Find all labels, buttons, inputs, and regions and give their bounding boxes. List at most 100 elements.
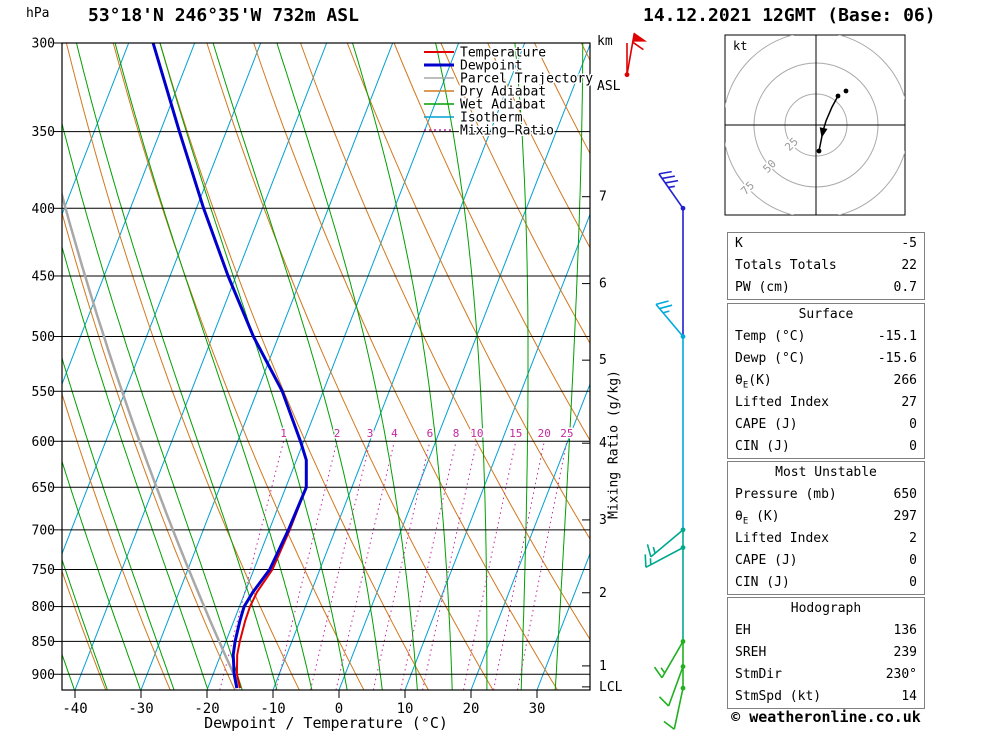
table-row: CIN (J) 0 [728,572,924,594]
row-label: Lifted Index [735,531,829,546]
plot-border [61,42,591,691]
mixing-ratio-line [372,441,431,690]
row-label: StmSpd (kt) [735,689,822,704]
temp-tick-label: 10 [397,701,414,717]
dry-adiabat-line [487,43,590,249]
table-row: SREH 239 [728,642,924,664]
pressure-tick-label: 400 [32,202,55,217]
km-tick-label: 1 [599,659,607,674]
wet-adiabat-line [62,459,142,690]
table-row: EH 136 [728,620,924,642]
isotherm-line [470,382,590,690]
pressure-tick-label: 550 [32,385,55,400]
hodograph-point [843,88,849,94]
table-row: Lifted Index 27 [728,392,924,414]
table-row: Dewp (°C) -15.6 [728,348,924,370]
temp-tick-label: 20 [463,701,480,717]
hodograph-point [835,93,841,99]
dry-adiabat-line [440,43,590,345]
pressure-tick-label: 700 [32,523,55,538]
pressure-tick-label: 750 [32,563,55,578]
isotherm-line [536,552,590,690]
wind-staff [661,641,684,679]
dry-adiabat-line [62,569,107,690]
row-value: 0 [909,417,917,432]
row-label: CAPE (J) [735,553,798,568]
temp-tick-label: -20 [194,701,219,717]
wet-adiabat-line [62,245,209,690]
wind-barb-half [652,546,656,554]
wind-pennant [632,32,648,42]
row-value: 297 [893,509,917,524]
chart-datetime: 14.12.2021 12GMT (Base: 06) [643,5,936,26]
wind-barbs [624,32,686,730]
table-row: K -5 [728,233,924,255]
dewpoint-curve [151,43,308,689]
table-row: StmDir 230° [728,664,924,686]
row-value: 22 [901,258,917,273]
lcl-label: LCL [599,680,623,695]
mixing-ratio-line [463,441,517,690]
isotherm-line [272,43,526,690]
mixing-ratio-label: 3 [367,427,374,440]
wind-barb-full [665,179,679,184]
row-value: 650 [893,487,917,502]
dry-adiabat-line [253,43,558,690]
wind-barb-full [663,720,675,730]
wind-barb-full [658,696,670,707]
dry-adiabat-line [62,392,171,690]
mixing-ratio-line [517,441,568,690]
station-title: 53°18'N 246°35'W 732m ASL [88,5,359,26]
pressure-tick-label: 350 [32,125,55,140]
row-label: Totals Totals [735,258,837,273]
table-header: Hodograph [790,601,862,616]
wind-staff [650,529,684,558]
dry-adiabat-line [346,43,590,540]
row-label: Dewp (°C) [735,351,806,366]
table-row: CAPE (J) 0 [728,414,924,436]
wind-barb-full [653,666,663,679]
legend-label: Mixing Ratio [460,124,554,139]
mixing-ratio-line [400,441,457,690]
dry-adiabat-line [159,43,429,690]
sounding-curves [62,43,308,689]
mixing-ratio-label: 6 [427,427,434,440]
table-row: CIN (J) 0 [728,436,924,458]
row-value: 0.7 [893,280,917,295]
legend-label: Isotherm [460,111,523,126]
mixing-ratio-line [275,441,338,690]
pressure-tick-label: 900 [32,668,55,683]
data-table-hodograph: Hodograph EH 136 SREH 239 StmDir 230° StmSpd (k… [727,597,925,709]
row-label: CAPE (J) [735,417,798,432]
wet-adiabat-line [62,356,175,690]
row-value: 0 [909,439,917,454]
row-label: K [735,236,743,251]
isotherm-line [62,43,262,556]
wind-barb-full [659,304,673,310]
row-label: Pressure (mb) [735,487,837,502]
wind-barb-full [658,170,672,175]
wind-staff [655,303,684,338]
wind-barb-full [644,554,647,568]
pressure-tick-label: 450 [32,269,55,284]
table-row: Pressure (mb) 650 [728,484,924,506]
data-table-most-unstable: Most Unstable Pressure (mb) 650 θE (K) 297 Li… [727,461,925,595]
row-label: θE (K) [735,509,780,527]
legend-label: Wet Adiabat [460,98,546,113]
temp-tick-label: 30 [529,701,546,717]
wind-barb-half [660,667,666,674]
wind-barb-full [655,300,669,306]
mixing-ratio-label: 1 [280,427,287,440]
mixing-ratio-label: 8 [453,427,460,440]
table-header: Most Unstable [775,465,877,480]
row-value: -15.1 [877,329,917,344]
legend-label: Parcel Trajectory [460,72,593,87]
temp-tick-label: 0 [335,701,343,717]
table-header: Surface [798,307,854,322]
row-label: StmDir [735,667,782,682]
temp-tick-label: -30 [128,701,153,717]
hodograph-point [816,148,822,154]
